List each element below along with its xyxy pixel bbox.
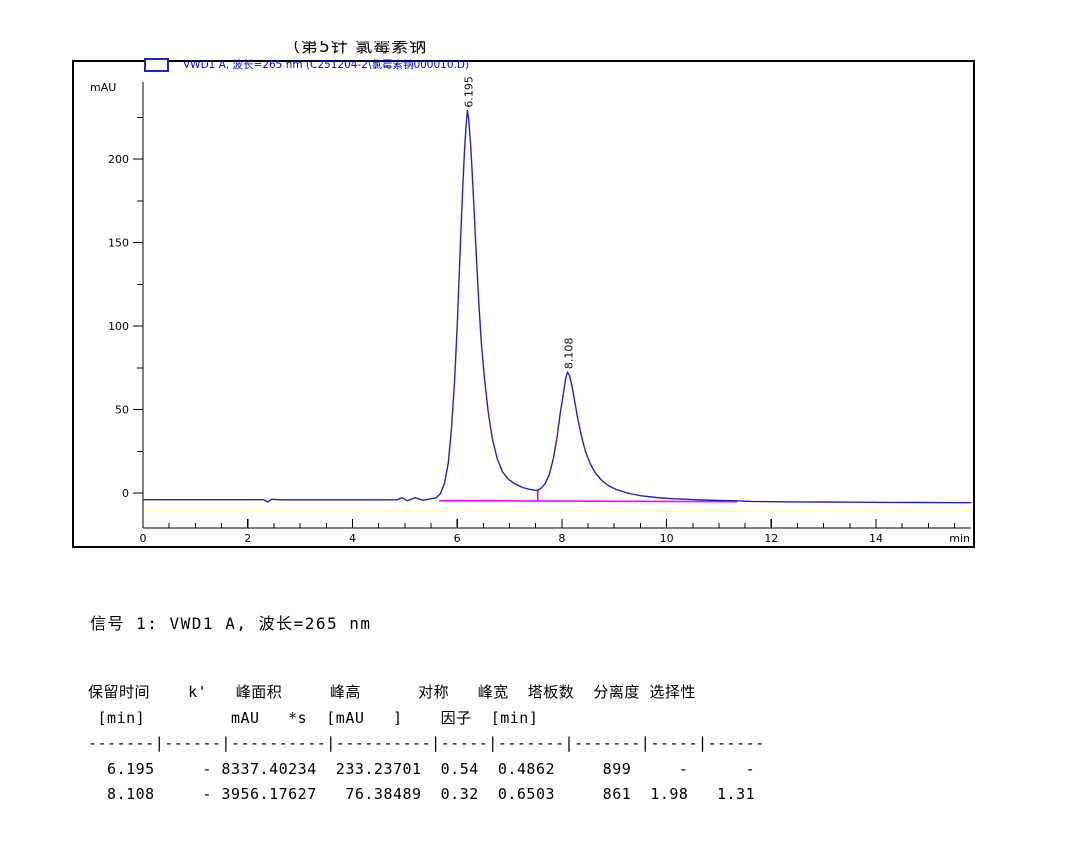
svg-text:14: 14: [869, 532, 883, 545]
svg-text:150: 150: [108, 237, 129, 250]
svg-text:0: 0: [140, 532, 147, 545]
legend-label: VWD1 A, 波长=265 nm (C251204-2\氯霉素钠000010.…: [183, 59, 470, 71]
svg-text:6.195: 6.195: [462, 76, 475, 108]
svg-text:200: 200: [108, 153, 129, 166]
svg-text:12: 12: [764, 532, 778, 545]
svg-text:mAU: mAU: [90, 81, 116, 94]
peak-results-table: 保留时间 k' 峰面积 峰高 对称 峰宽 塔板数 分离度 选择性 [min] m…: [88, 683, 765, 803]
chromatogram-plot: 0 2 4 6 8 10 12 14 min 0 50 100 150 200 mAU 6.195 8.108: [90, 76, 972, 545]
svg-text:0: 0: [122, 487, 129, 500]
chromatogram-chart: VWD1 A, 波长=265 nm (C251204-2\氯霉素钠000010.…: [72, 57, 975, 548]
svg-text:8: 8: [558, 532, 565, 545]
legend-swatch-icon: [144, 57, 169, 72]
svg-text:2: 2: [244, 532, 251, 545]
svg-text:min: min: [949, 532, 970, 545]
svg-text:50: 50: [115, 404, 129, 417]
chart-legend: VWD1 A, 波长=265 nm (C251204-2\氯霉素钠000010.…: [144, 57, 469, 72]
svg-text:100: 100: [108, 320, 129, 333]
signal-title: 信号 1: VWD1 A, 波长=265 nm: [90, 614, 372, 633]
svg-text:8.108: 8.108: [563, 338, 576, 370]
svg-text:4: 4: [349, 532, 356, 545]
clipped-sample-title: （第5针 氯霉素钠标液）: [283, 41, 443, 56]
clipped-sample-title-text: （第5针 氯霉素钠标液）: [283, 41, 428, 56]
svg-text:6: 6: [454, 532, 461, 545]
svg-text:10: 10: [660, 532, 674, 545]
